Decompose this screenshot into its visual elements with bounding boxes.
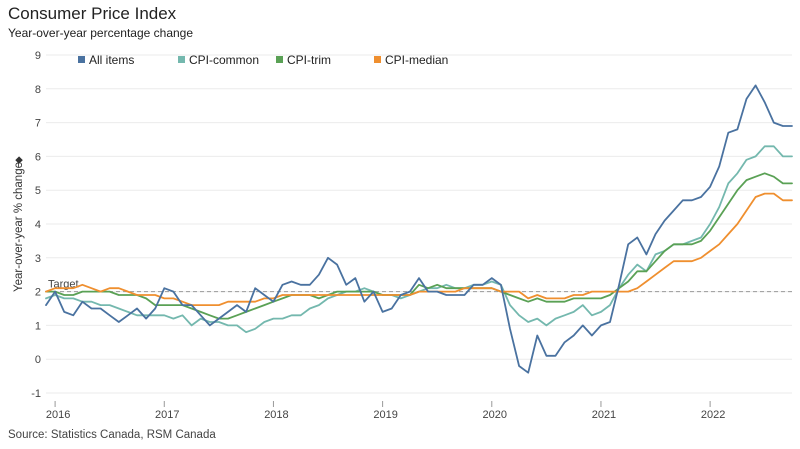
x-tick-label: 2019 (373, 409, 397, 421)
y-axis-ticks: -1 0 1 2 3 4 5 6 7 8 9 (31, 50, 41, 400)
y-tick-label: 7 (35, 118, 41, 130)
series-line-cpi-trim (45, 172, 793, 320)
legend: All items CPI-common CPI-trim CPI-median (78, 53, 448, 67)
y-tick-label: 8 (35, 84, 41, 96)
x-tick-label: 2022 (701, 409, 725, 421)
grid-lines (46, 54, 792, 394)
legend-swatch (78, 56, 85, 63)
y-tick-label: 9 (35, 50, 41, 62)
series-line-cpi-median (45, 192, 793, 307)
y-tick-label: 1 (35, 320, 41, 332)
y-tick-label: 6 (35, 151, 41, 163)
chart-subtitle: Year-over-year percentage change (8, 26, 194, 40)
legend-swatch (276, 56, 283, 63)
x-tick-label: 2020 (483, 409, 507, 421)
y-tick-label: 5 (35, 185, 41, 197)
x-tick-label: 2021 (592, 409, 616, 421)
legend-label: CPI-median (385, 53, 448, 67)
y-tick-label: -1 (31, 388, 41, 400)
y-axis-label: Year-over-year % change (13, 162, 25, 292)
dot-icon: ⬥ (13, 156, 25, 164)
chart-source: Source: Statistics Canada, RSM Canada (8, 429, 216, 441)
x-tick-label: 2017 (155, 409, 179, 421)
series-line-all-items (45, 84, 793, 374)
series-lines (45, 84, 793, 374)
y-tick-label: 3 (35, 253, 41, 265)
x-axis-ticks: 2016 2017 2018 2019 2020 2021 2022 (46, 401, 725, 421)
y-tick-label: 2 (35, 287, 41, 299)
y-tick-label: 4 (35, 219, 41, 231)
legend-swatch (374, 56, 381, 63)
x-tick-label: 2018 (264, 409, 288, 421)
legend-label: CPI-common (189, 53, 259, 67)
y-tick-label: 0 (35, 354, 41, 366)
x-tick-label: 2016 (46, 409, 70, 421)
chart-title: Consumer Price Index (8, 4, 177, 23)
legend-label: All items (89, 53, 134, 67)
legend-swatch (178, 56, 185, 63)
legend-label: CPI-trim (287, 53, 331, 67)
